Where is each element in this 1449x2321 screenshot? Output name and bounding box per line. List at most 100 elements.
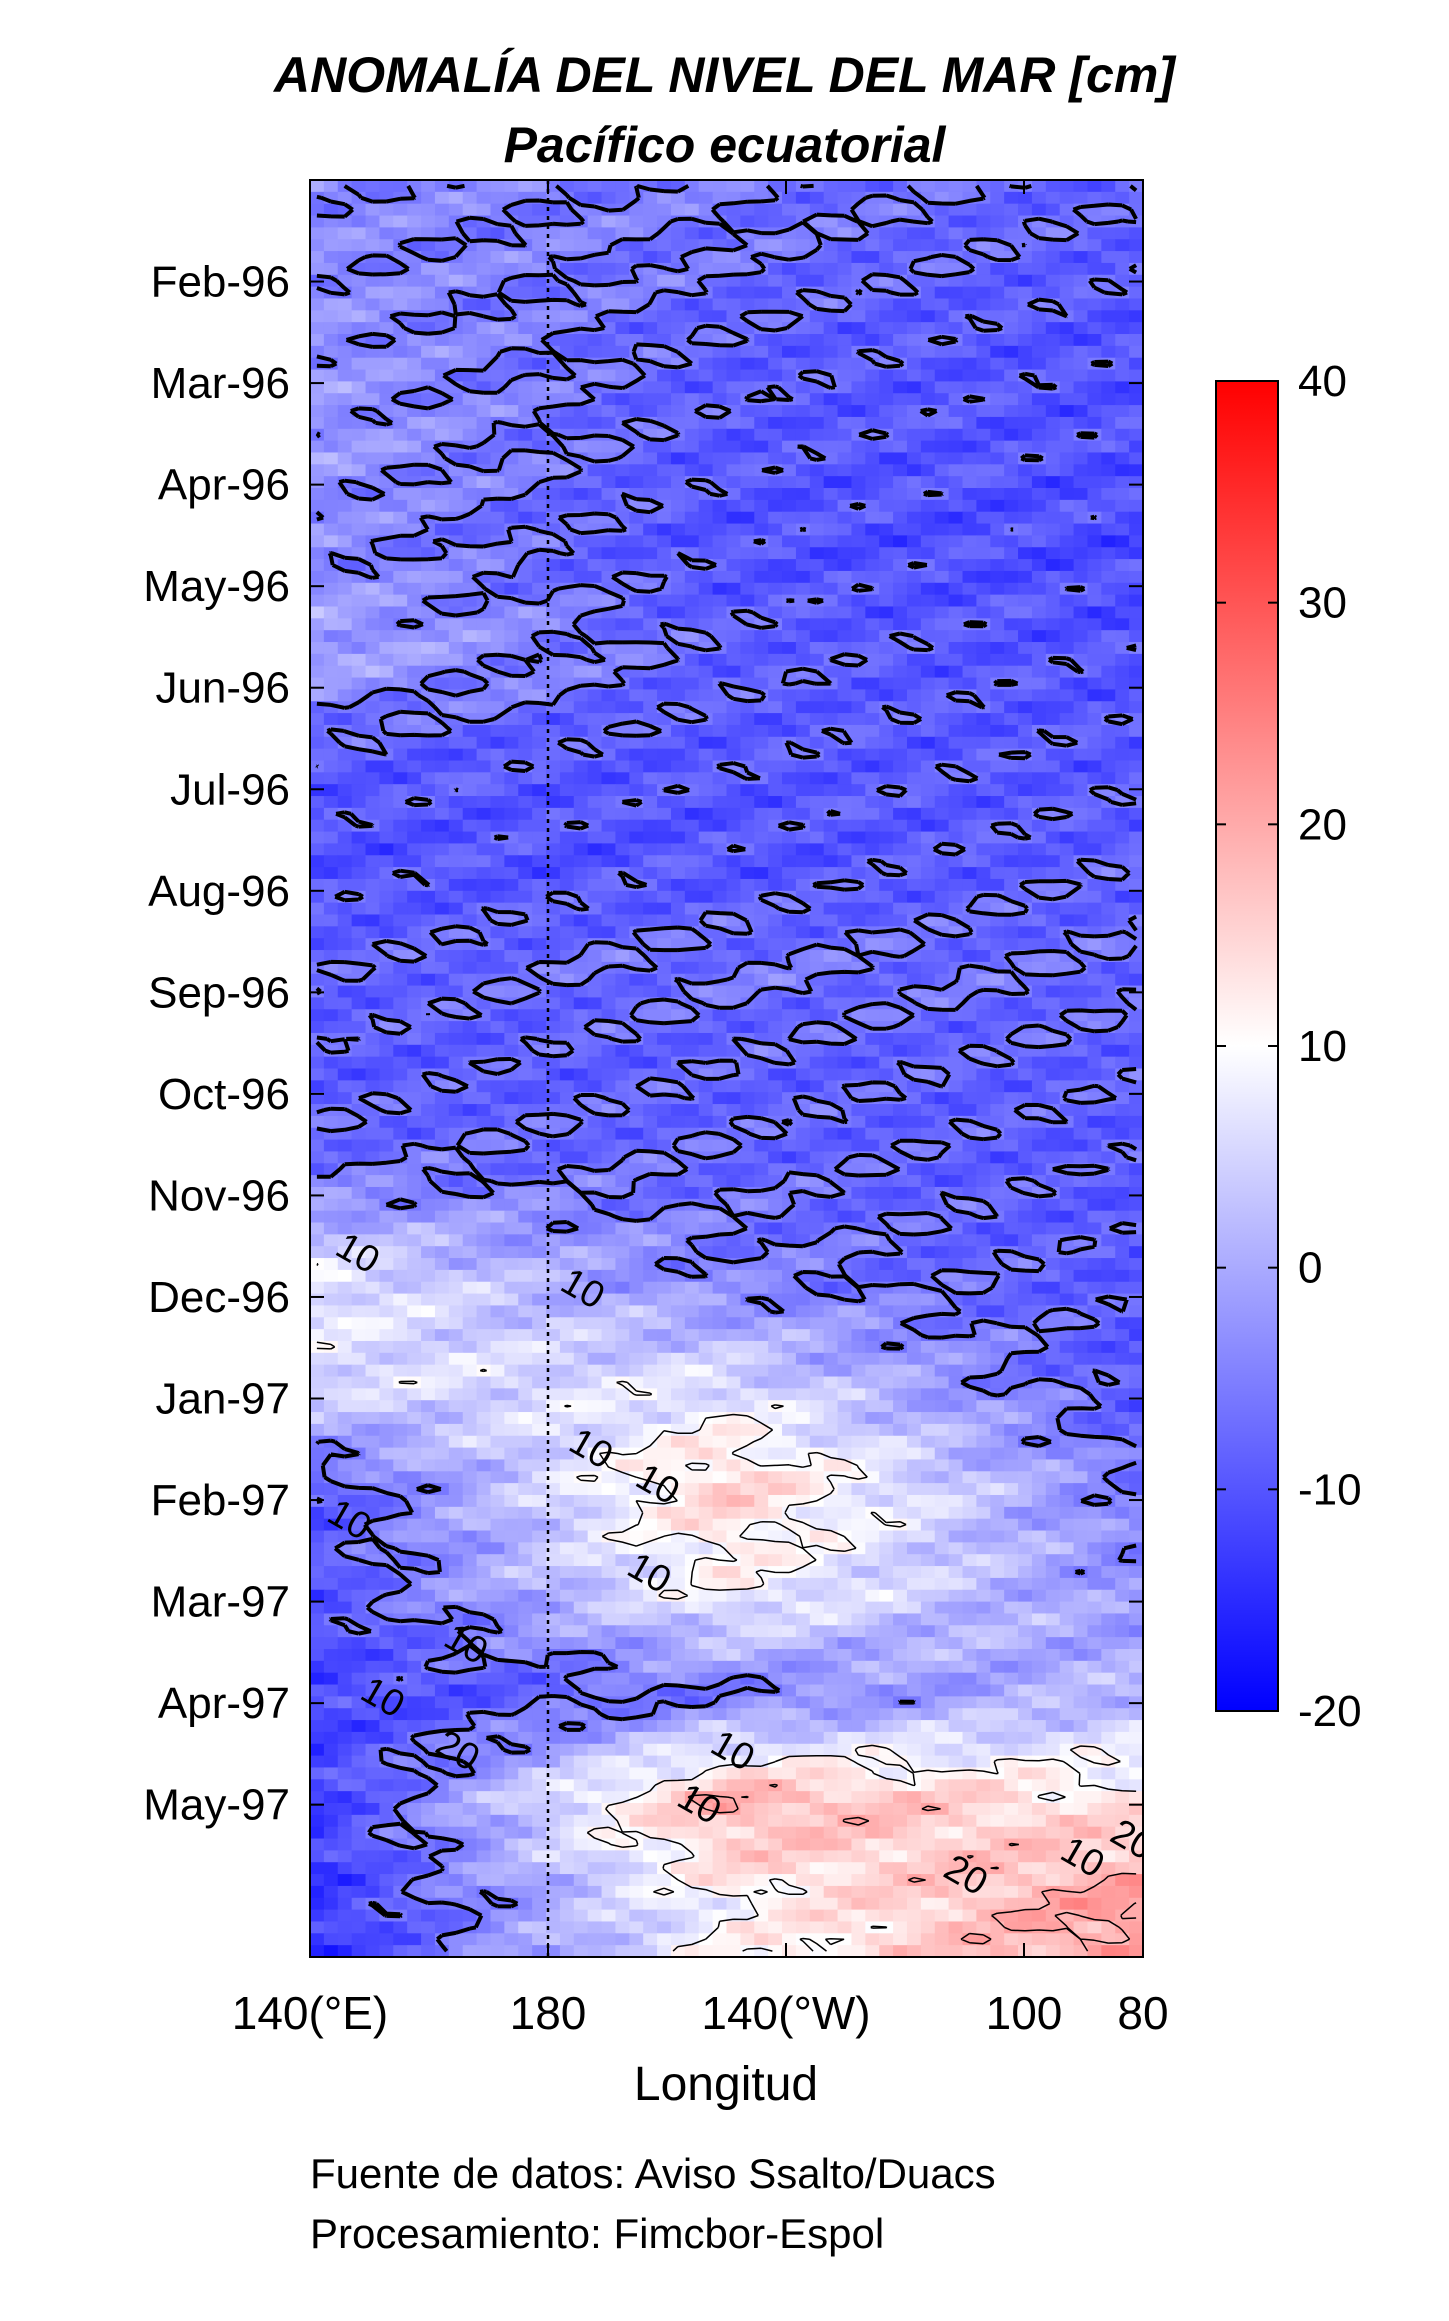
- heatmap-cell: [990, 393, 1005, 406]
- heatmap-cell: [379, 1044, 394, 1058]
- heatmap-cell: [1073, 630, 1089, 643]
- heatmap-cell: [920, 547, 936, 560]
- heatmap-cell: [726, 653, 741, 667]
- heatmap-cell: [1059, 713, 1075, 726]
- heatmap-cell: [809, 357, 825, 371]
- heatmap-cell: [1004, 298, 1019, 311]
- heatmap-cell: [1031, 239, 1047, 252]
- heatmap-cell: [1101, 488, 1116, 501]
- heatmap-cell: [573, 784, 589, 797]
- heatmap-cell: [1018, 1127, 1033, 1141]
- heatmap-cell: [434, 523, 450, 536]
- heatmap-cell: [434, 191, 450, 205]
- heatmap-cell: [643, 381, 658, 394]
- heatmap-cell: [351, 1139, 367, 1153]
- heatmap-cell: [1004, 488, 1019, 501]
- heatmap-cell: [1073, 843, 1089, 856]
- heatmap-cell: [782, 476, 797, 489]
- heatmap-cell: [934, 227, 950, 240]
- heatmap-cell: [393, 559, 408, 572]
- heatmap-cell: [768, 1151, 783, 1164]
- heatmap-cell: [740, 369, 755, 382]
- heatmap-cell: [712, 523, 728, 536]
- heatmap-cell: [795, 191, 811, 205]
- heatmap-cell: [1004, 535, 1019, 548]
- heatmap-cell: [629, 227, 644, 240]
- heatmap-cell: [712, 559, 728, 572]
- heatmap-cell: [948, 748, 964, 762]
- heatmap-cell: [906, 890, 922, 904]
- heatmap-cell: [1004, 227, 1019, 240]
- heatmap-cell: [407, 464, 422, 477]
- heatmap-cell: [934, 274, 950, 288]
- heatmap-cell: [1004, 476, 1019, 489]
- heatmap-cell: [879, 902, 894, 916]
- heatmap-cell: [684, 570, 700, 584]
- heatmap-cell: [684, 1115, 700, 1129]
- heatmap-cell: [837, 251, 853, 264]
- heatmap-cell: [629, 464, 644, 477]
- heatmap-cell: [407, 298, 422, 311]
- heatmap-cell: [532, 772, 547, 785]
- heatmap-cell: [393, 689, 408, 702]
- heatmap-cell: [1087, 582, 1102, 596]
- heatmap-cell: [546, 286, 561, 300]
- heatmap-cell: [1004, 357, 1019, 371]
- heatmap-cell: [1045, 393, 1061, 406]
- heatmap-cell: [1018, 488, 1033, 501]
- heatmap-cell: [948, 819, 964, 833]
- heatmap-cell: [893, 582, 908, 596]
- heatmap-cell: [740, 713, 755, 726]
- heatmap-cell: [462, 1068, 478, 1081]
- heatmap-cell: [962, 713, 977, 726]
- heatmap-cell: [782, 547, 797, 560]
- heatmap-cell: [865, 642, 880, 655]
- heatmap-cell: [546, 499, 561, 513]
- heatmap-cell: [976, 736, 991, 750]
- heatmap-cell: [906, 677, 922, 691]
- heatmap-cell: [684, 298, 700, 311]
- heatmap-cell: [601, 689, 617, 702]
- heatmap-cell: [906, 369, 922, 382]
- heatmap-cell: [1087, 452, 1102, 465]
- heatmap-cell: [434, 298, 450, 311]
- heatmap-cell: [504, 1021, 519, 1034]
- heatmap-cell: [1018, 997, 1033, 1010]
- heatmap-cell: [823, 310, 839, 323]
- heatmap-cell: [670, 594, 686, 608]
- heatmap-cell: [920, 476, 936, 489]
- heatmap-cell: [726, 713, 741, 726]
- heatmap-cell: [754, 464, 769, 477]
- heatmap-cell: [434, 203, 450, 217]
- heatmap-cell: [962, 831, 977, 845]
- heatmap-cell: [337, 393, 353, 406]
- heatmap-cell: [976, 262, 991, 276]
- heatmap-cell: [990, 570, 1005, 584]
- heatmap-cell: [670, 819, 686, 833]
- heatmap-cell: [823, 452, 839, 465]
- heatmap-cell: [1129, 665, 1143, 679]
- heatmap-cell: [893, 334, 908, 347]
- heatmap-cell: [934, 1044, 950, 1058]
- heatmap-cell: [490, 191, 505, 205]
- heatmap-cell: [615, 642, 630, 655]
- heatmap-cell: [740, 630, 755, 643]
- heatmap-cell: [615, 784, 630, 797]
- heatmap-cell: [587, 1056, 603, 1070]
- heatmap-cell: [643, 1104, 658, 1117]
- heatmap-cell: [1045, 784, 1061, 797]
- heatmap-cell: [1045, 689, 1061, 702]
- heatmap-cell: [962, 1092, 977, 1105]
- heatmap-cell: [1031, 191, 1047, 205]
- heatmap-cell: [629, 452, 644, 465]
- heatmap-cell: [684, 677, 700, 691]
- heatmap-cell: [962, 819, 977, 833]
- heatmap-cell: [573, 345, 589, 359]
- heatmap-cell: [740, 890, 755, 904]
- heatmap-cell: [948, 203, 964, 217]
- heatmap-cell: [643, 251, 658, 264]
- heatmap-cell: [601, 997, 617, 1010]
- heatmap-cell: [726, 724, 741, 738]
- heatmap-cell: [1073, 310, 1089, 323]
- heatmap-cell: [865, 902, 880, 916]
